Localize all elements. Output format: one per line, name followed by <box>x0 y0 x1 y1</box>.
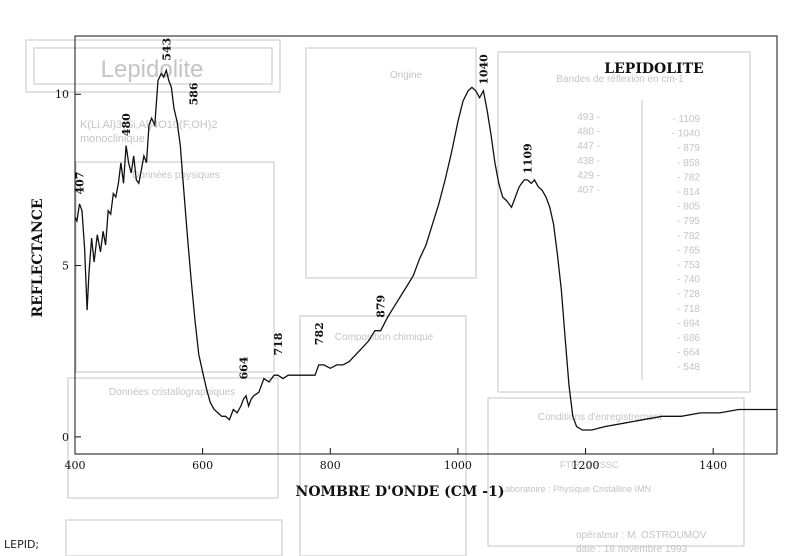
ghost-band-value: - 805 <box>677 202 700 213</box>
ghost-chemistry-box <box>299 315 467 556</box>
ghost-band-value: - 858 <box>677 158 700 169</box>
ghost-physique-title: Données physiques <box>132 170 220 181</box>
ghost-band-value: - 718 <box>677 304 700 315</box>
ghost-crystal-box <box>67 377 279 499</box>
ghost-band-value: - 686 <box>677 333 700 344</box>
ghost-system: monoclinique <box>80 133 145 145</box>
ghost-bands-title: Bandes de réflexion en cm-1 <box>556 74 684 85</box>
x-tick-label: 1200 <box>572 459 600 472</box>
ghost-band-value: - 1040 <box>672 129 701 140</box>
ghost-band-value: - 664 <box>677 348 700 359</box>
ghost-origin-title: Origine <box>390 70 423 81</box>
x-tick-label: 600 <box>192 459 213 472</box>
ghost-name-box <box>25 39 281 93</box>
y-tick-label: 0 <box>62 431 69 444</box>
peak-label-480: 480 <box>120 113 133 136</box>
ghost-band-value: - 753 <box>677 260 700 271</box>
ghost-band-value: - 765 <box>677 245 700 256</box>
ghost-band-value: - 814 <box>677 187 700 198</box>
ghost-name-inner-box <box>33 47 273 85</box>
peak-label-879: 879 <box>375 295 388 318</box>
ghost-band-value: - 782 <box>677 231 700 242</box>
peak-label-543: 543 <box>160 38 173 61</box>
y-axis-label: REFLECTANCE <box>30 198 46 317</box>
x-axis-label: NOMBRE D'ONDE (CM -1) <box>296 484 505 500</box>
ghost-band-value: 429 - <box>577 170 600 181</box>
ghost-band-value: 438 - <box>577 156 600 167</box>
ghost-bands-box <box>497 51 751 393</box>
ghost-conditions-title: Conditions d'enregistrement <box>538 412 662 423</box>
ghost-compo-title: Composition chimique <box>335 332 434 343</box>
ghost-band-value: 480 - <box>577 127 600 138</box>
series-line <box>74 68 777 431</box>
footer-label: LEPID; <box>4 538 40 551</box>
ghost-band-value: - 728 <box>677 289 700 300</box>
ghost-band-value: - 694 <box>677 318 700 329</box>
ghost-cristallo-title: Données cristallographiques <box>109 387 235 398</box>
ghost-date: date : 18 novembre 1993 <box>576 544 688 555</box>
y-tick-label: 5 <box>62 260 69 273</box>
ghost-band-value: - 1109 <box>672 114 700 125</box>
ghost-band-value: - 740 <box>677 275 700 286</box>
plot-frame <box>74 35 778 455</box>
ghost-conditions-box <box>487 397 745 547</box>
ghost-lower-box <box>65 519 283 556</box>
ghost-operator: opérateur : M. OSTROUMOV <box>576 530 707 541</box>
ghost-instrument: Laboratoire : Physique Cristalline IMN <box>500 484 651 494</box>
ghost-band-value: 447 - <box>577 141 600 152</box>
peak-label-1109: 1109 <box>522 143 535 174</box>
peak-label-718: 718 <box>272 332 285 355</box>
peak-labels: 407 480 543 586 664 718 782 879 1040 1109 <box>74 38 535 380</box>
ghost-band-value: 407 - <box>577 185 600 196</box>
ghost-band-value: - 782 <box>677 172 700 183</box>
x-tick-label: 1000 <box>444 459 472 472</box>
peak-label-407: 407 <box>74 172 87 195</box>
ghost-band-value: - 879 <box>677 143 700 154</box>
ghost-resolution: FTIR : 20 SSC <box>560 460 619 470</box>
ghost-origin-box <box>305 47 477 279</box>
peak-label-1040: 1040 <box>477 54 490 85</box>
peak-label-586: 586 <box>188 82 201 105</box>
ghost-band-value: - 548 <box>677 362 700 373</box>
x-tick-label: 800 <box>320 459 341 472</box>
chart-title: LEPIDOLITE <box>604 61 703 77</box>
axes: 400 600 800 1000 1200 1400 0 5 10 <box>55 88 727 472</box>
x-tick-label: 400 <box>65 459 86 472</box>
y-tick-label: 10 <box>55 88 69 101</box>
peak-label-782: 782 <box>313 322 326 345</box>
ghost-mineral-name: Lepidolite <box>101 56 204 83</box>
x-tick-label: 1400 <box>699 459 727 472</box>
ghost-band-value: - 795 <box>677 216 700 227</box>
ghost-physical-box <box>75 161 275 373</box>
ghost-band-value: 493 - <box>577 112 600 123</box>
peak-label-664: 664 <box>238 356 251 379</box>
